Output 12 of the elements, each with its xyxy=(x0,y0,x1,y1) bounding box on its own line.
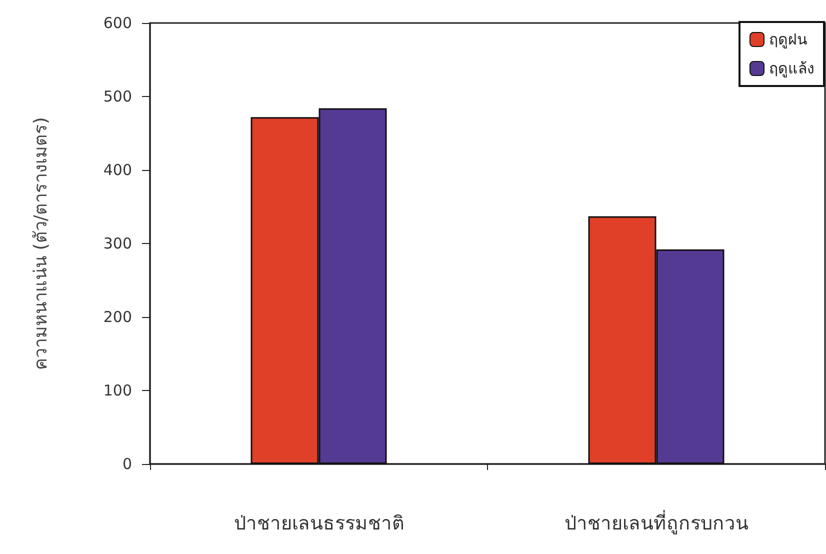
x-tick-label: ป่าชายเลนที่ถูกรบกวน xyxy=(564,510,748,534)
y-tick-label: 400 xyxy=(103,161,132,179)
y-tick-label: 300 xyxy=(103,234,132,252)
y-tick-label: 500 xyxy=(103,88,132,106)
y-tick-label: 600 xyxy=(103,14,132,32)
y-axis-title: ความหนาแน่น (ตัว/ตารางเมตร) xyxy=(30,117,52,370)
legend-label: ฤดูฝน xyxy=(769,30,807,48)
x-tick-label: ป่าชายเลนธรรมชาติ xyxy=(234,512,404,534)
legend-label: ฤดูแล้ง xyxy=(769,60,814,78)
y-tick-label: 0 xyxy=(122,455,132,473)
y-tick-label: 200 xyxy=(103,308,132,326)
y-tick-label: 100 xyxy=(103,382,132,400)
